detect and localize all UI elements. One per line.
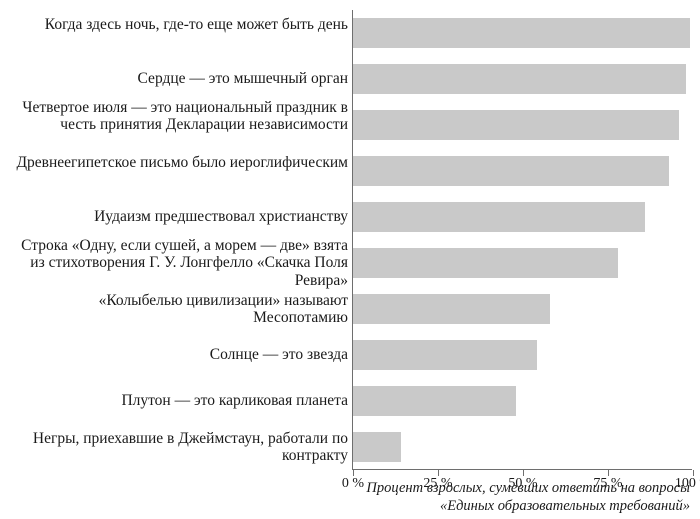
- category-label: Когда здесь ночь, где-то еще может быть …: [10, 16, 348, 33]
- plot-area: 0 %25 %50 %75 %100 %: [352, 10, 692, 470]
- bar: [353, 432, 401, 462]
- category-label: Солнце — это звезда: [10, 346, 348, 363]
- bar-row: [353, 102, 692, 148]
- bar: [353, 64, 686, 94]
- x-axis-label-line1: Процент взрослых, сумевших ответить на в…: [366, 480, 690, 496]
- category-label: Негры, приехавшие в Джеймстаун, работали…: [10, 430, 348, 464]
- bar-row: [353, 10, 692, 56]
- bar: [353, 202, 645, 232]
- category-label: Сердце — это мышечный орган: [10, 70, 348, 87]
- bar-row: [353, 424, 692, 470]
- x-axis-label: Процент взрослых, сумевших ответить на в…: [366, 479, 690, 515]
- x-tick-label: 0 %: [342, 476, 364, 492]
- bar: [353, 248, 618, 278]
- category-label: Иудаизм предшествовал христианству: [10, 208, 348, 225]
- bar: [353, 340, 537, 370]
- bar-row: [353, 240, 692, 286]
- bar: [353, 156, 669, 186]
- x-axis-label-line2: «Единых образовательных требований»: [440, 498, 690, 514]
- category-label: Древнеегипетское письмо было иероглифиче…: [10, 154, 348, 171]
- bar-row: [353, 148, 692, 194]
- bar-row: [353, 332, 692, 378]
- category-label: Плутон — это карликовая планета: [10, 392, 348, 409]
- category-label: «Колыбелью цивилизации» называют Месопот…: [10, 292, 348, 326]
- horizontal-bar-chart: 0 %25 %50 %75 %100 % Процент взрослых, с…: [0, 0, 700, 519]
- category-label: Строка «Одну, если сушей, а морем — две»…: [10, 237, 348, 288]
- bar: [353, 294, 550, 324]
- bar-row: [353, 286, 692, 332]
- bar: [353, 386, 516, 416]
- bar: [353, 18, 690, 48]
- category-label: Четвертое июля — это национальный праздн…: [10, 99, 348, 133]
- bar-row: [353, 56, 692, 102]
- bar: [353, 110, 679, 140]
- bar-row: [353, 194, 692, 240]
- bar-row: [353, 378, 692, 424]
